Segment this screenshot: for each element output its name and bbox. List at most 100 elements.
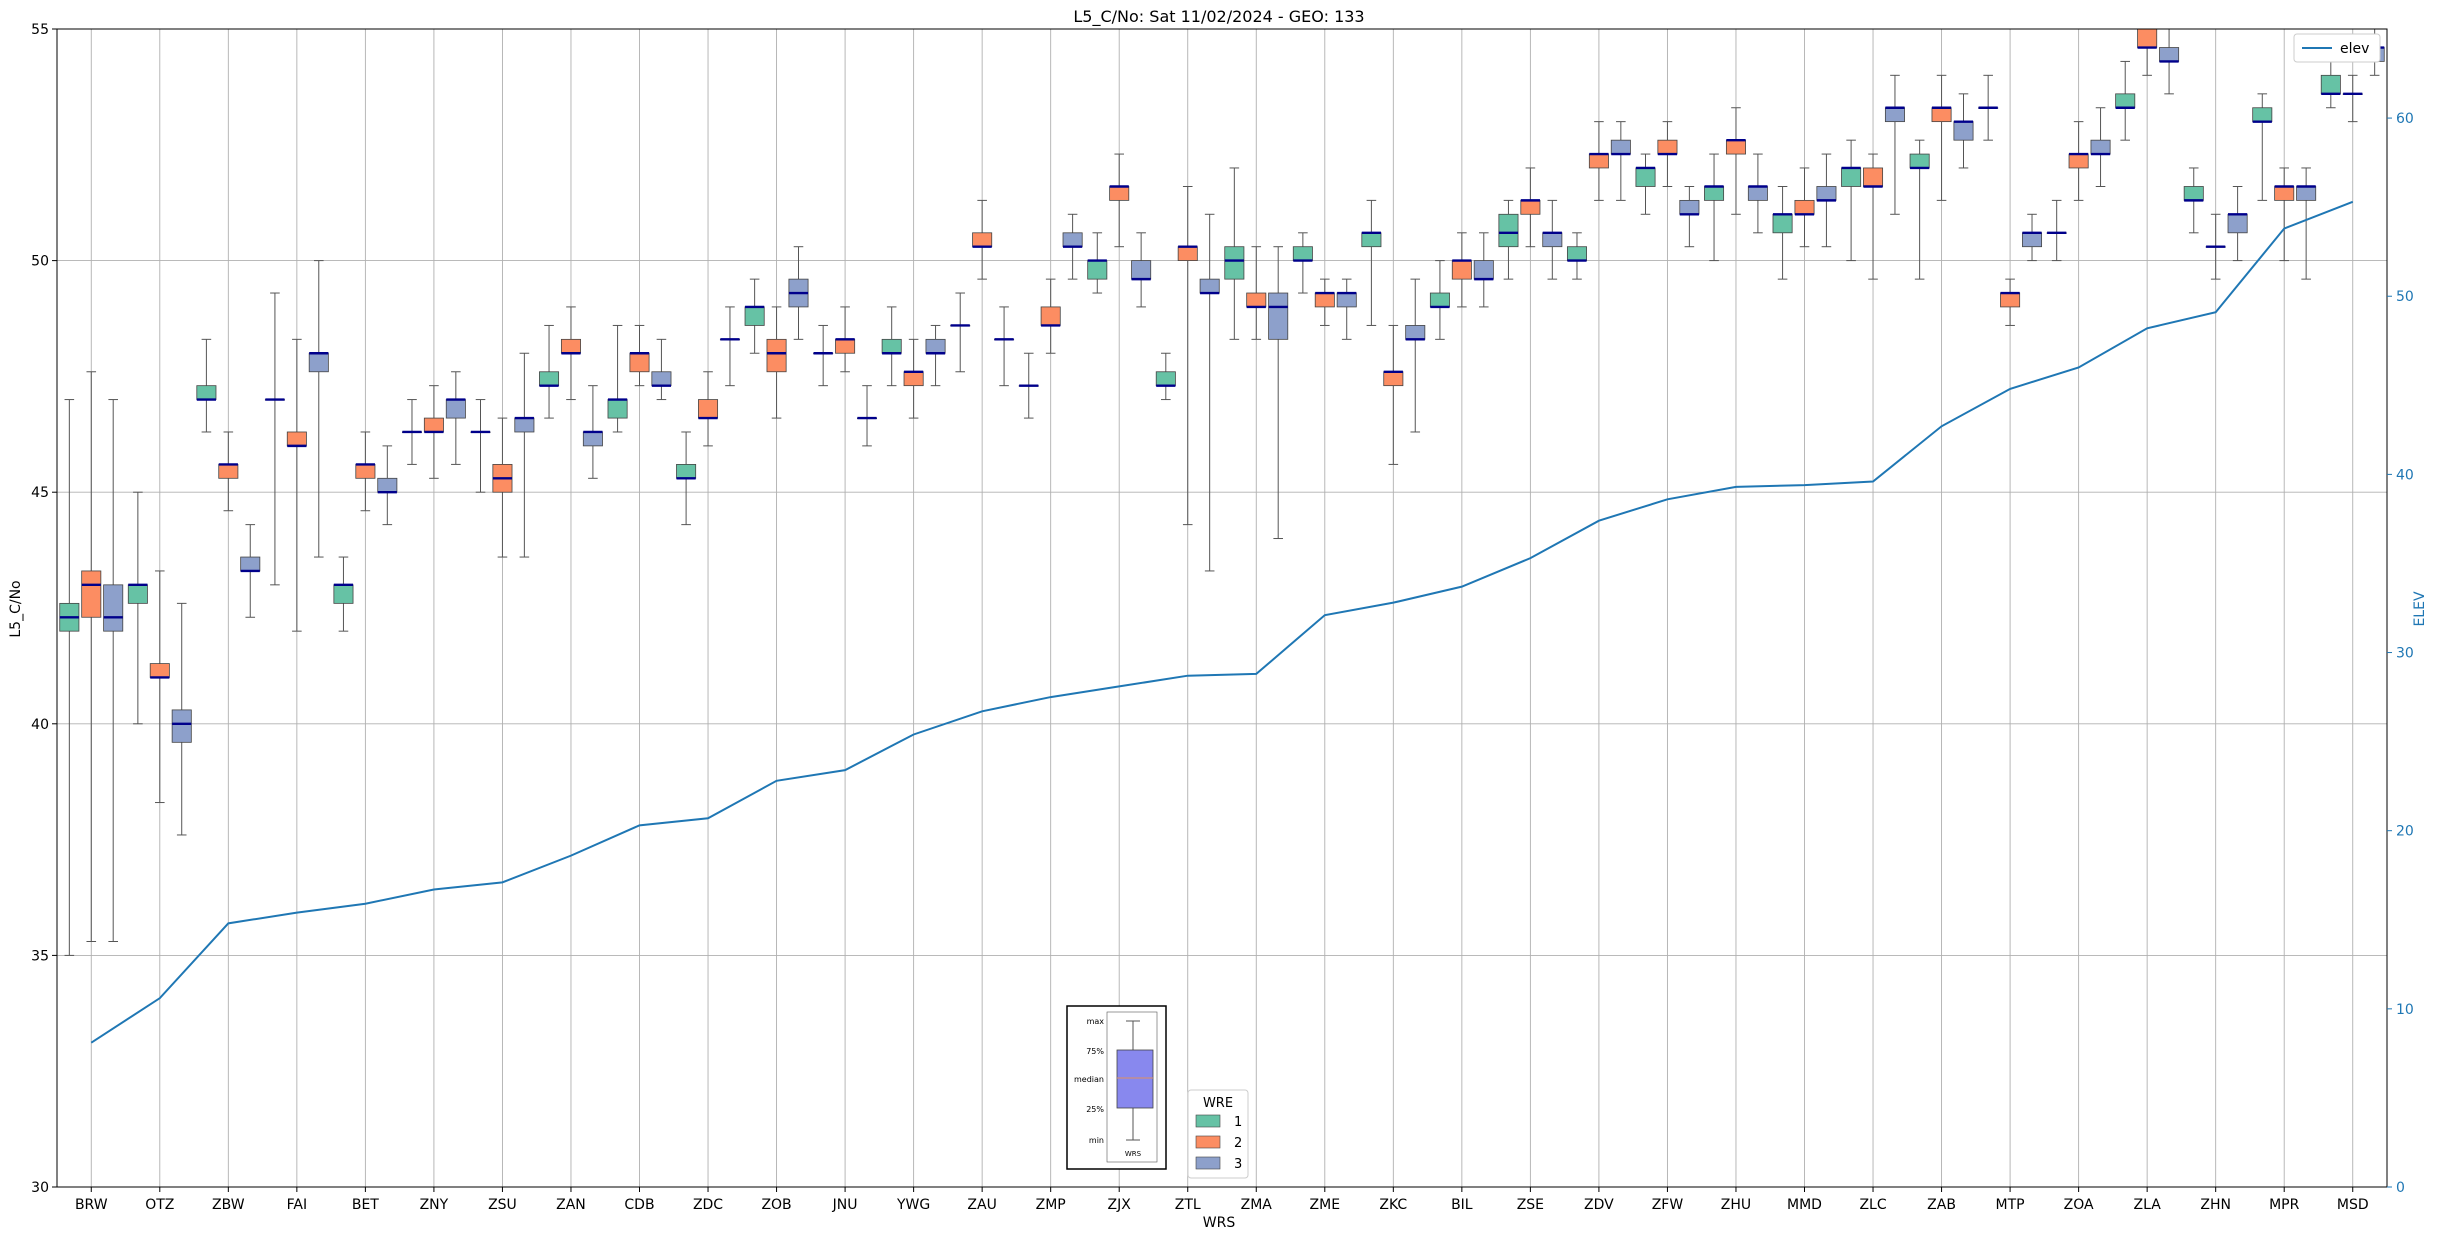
- wre-legend: WRE 1 2 3: [1188, 1090, 1248, 1178]
- wre-legend-label-1: 1: [1234, 1115, 1242, 1130]
- box-body: [745, 307, 764, 326]
- box-body: [2069, 154, 2088, 168]
- x-tick-label: YWG: [896, 1197, 930, 1213]
- y2-tick-label: 30: [2396, 646, 2414, 662]
- x-tick-label: ZAN: [556, 1197, 586, 1213]
- box-body: [1088, 261, 1107, 280]
- x-tick-label: ZJX: [1108, 1197, 1132, 1213]
- box-body: [1748, 186, 1767, 200]
- x-tick-label: BET: [352, 1197, 379, 1213]
- x-tick-label: ZDC: [693, 1197, 723, 1213]
- box-body: [1315, 293, 1334, 307]
- y2-axis-label: ELEV: [2412, 591, 2428, 626]
- x-tick-label: ZHN: [2200, 1197, 2231, 1213]
- box-body: [334, 585, 353, 604]
- box-body: [2253, 108, 2272, 122]
- box-body: [287, 432, 306, 446]
- x-tick-label: ZLC: [1859, 1197, 1886, 1213]
- box-body: [2091, 140, 2110, 154]
- box-body: [2138, 29, 2157, 48]
- box-body: [241, 557, 260, 571]
- x-tick-label: ZOB: [761, 1197, 791, 1213]
- x-tick-label: ZMA: [1241, 1197, 1273, 1213]
- box-body: [1773, 214, 1792, 233]
- x-tick-label: ZFW: [1652, 1197, 1684, 1213]
- box-body: [1063, 233, 1082, 247]
- box-body: [1910, 154, 1929, 168]
- x-tick-label: ZSU: [488, 1197, 517, 1213]
- box-body: [1247, 293, 1266, 307]
- x-tick-label: ZLA: [2133, 1197, 2161, 1213]
- box-body: [652, 372, 671, 386]
- elev-line: [91, 202, 2352, 1043]
- box-body: [677, 464, 696, 478]
- box-body: [1543, 233, 1562, 247]
- line-layer: [91, 202, 2352, 1043]
- y-tick-label: 30: [31, 1180, 49, 1196]
- x-tick-label: ZAB: [1927, 1197, 1956, 1213]
- x-axis-label: WRS: [1203, 1215, 1236, 1231]
- x-tick-label: ZSE: [1517, 1197, 1544, 1213]
- plot-frame: [57, 29, 2387, 1187]
- box-body: [424, 418, 443, 432]
- x-tick-label: ZNY: [420, 1197, 449, 1213]
- box-body: [2321, 75, 2340, 94]
- box-body: [1589, 154, 1608, 168]
- box-body: [1362, 233, 1381, 247]
- box-key-box: [1117, 1050, 1153, 1108]
- wre-legend-swatch-1: [1196, 1115, 1220, 1127]
- box-key-median-label: median: [1074, 1075, 1104, 1084]
- wre-legend-swatch-2: [1196, 1136, 1220, 1148]
- box-body: [1704, 186, 1723, 200]
- chart-title: L5_C/No: Sat 11/02/2024 - GEO: 133: [1073, 7, 1364, 27]
- y2-tick-label: 20: [2396, 824, 2414, 840]
- box-body: [1567, 247, 1586, 261]
- x-tick-label: JNU: [832, 1197, 858, 1213]
- y2-tick-label: 60: [2396, 111, 2414, 127]
- y-tick-label: 55: [31, 22, 49, 38]
- y2-tick-label: 50: [2396, 289, 2414, 305]
- x-tick-label: MTP: [1996, 1197, 2025, 1213]
- wre-legend-label-2: 2: [1234, 1136, 1242, 1151]
- box-body: [1474, 261, 1493, 280]
- box-body: [82, 571, 101, 617]
- x-tick-label: MSD: [2337, 1197, 2369, 1213]
- box-body: [1817, 186, 1836, 200]
- box-key-q1-label: 25%: [1086, 1105, 1104, 1114]
- y-tick-label: 35: [31, 948, 49, 964]
- box-body: [1863, 168, 1882, 187]
- wre-legend-title: WRE: [1203, 1096, 1233, 1111]
- box-body: [1293, 247, 1312, 261]
- box-key-q3-label: 75%: [1086, 1047, 1104, 1056]
- box-body: [1499, 214, 1518, 246]
- box-body: [1842, 168, 1861, 187]
- x-tick-label: ZKC: [1379, 1197, 1407, 1213]
- box-body: [1636, 168, 1655, 187]
- box-key-inset: max 75% median 25% min WRS: [1067, 1006, 1166, 1169]
- y2-tick-label: 40: [2396, 467, 2414, 483]
- x-tick-label: ZBW: [212, 1197, 245, 1213]
- x-tick-label: BRW: [75, 1197, 108, 1213]
- x-tick-label: MMD: [1787, 1197, 1822, 1213]
- box-body: [197, 386, 216, 400]
- box-body: [539, 372, 558, 386]
- box-body: [128, 585, 147, 604]
- box-body: [309, 353, 328, 372]
- box-body: [1680, 200, 1699, 214]
- y-tick-label: 50: [31, 254, 49, 270]
- box-body: [1225, 247, 1244, 279]
- box-body: [2159, 48, 2178, 62]
- x-tick-label: MPR: [2269, 1197, 2300, 1213]
- box-body: [2184, 186, 2203, 200]
- grid-layer: [57, 29, 2387, 1187]
- y-axis-label: L5_C/No: [8, 580, 24, 637]
- wre-legend-label-3: 3: [1234, 1157, 1242, 1172]
- box-key-min-label: min: [1089, 1136, 1104, 1145]
- box-body: [150, 664, 169, 678]
- box-body: [2275, 186, 2294, 200]
- box-key-x-label: WRS: [1125, 1150, 1142, 1158]
- box-body: [1658, 140, 1677, 154]
- box-body: [1406, 325, 1425, 339]
- x-tick-label: ZMP: [1036, 1197, 1066, 1213]
